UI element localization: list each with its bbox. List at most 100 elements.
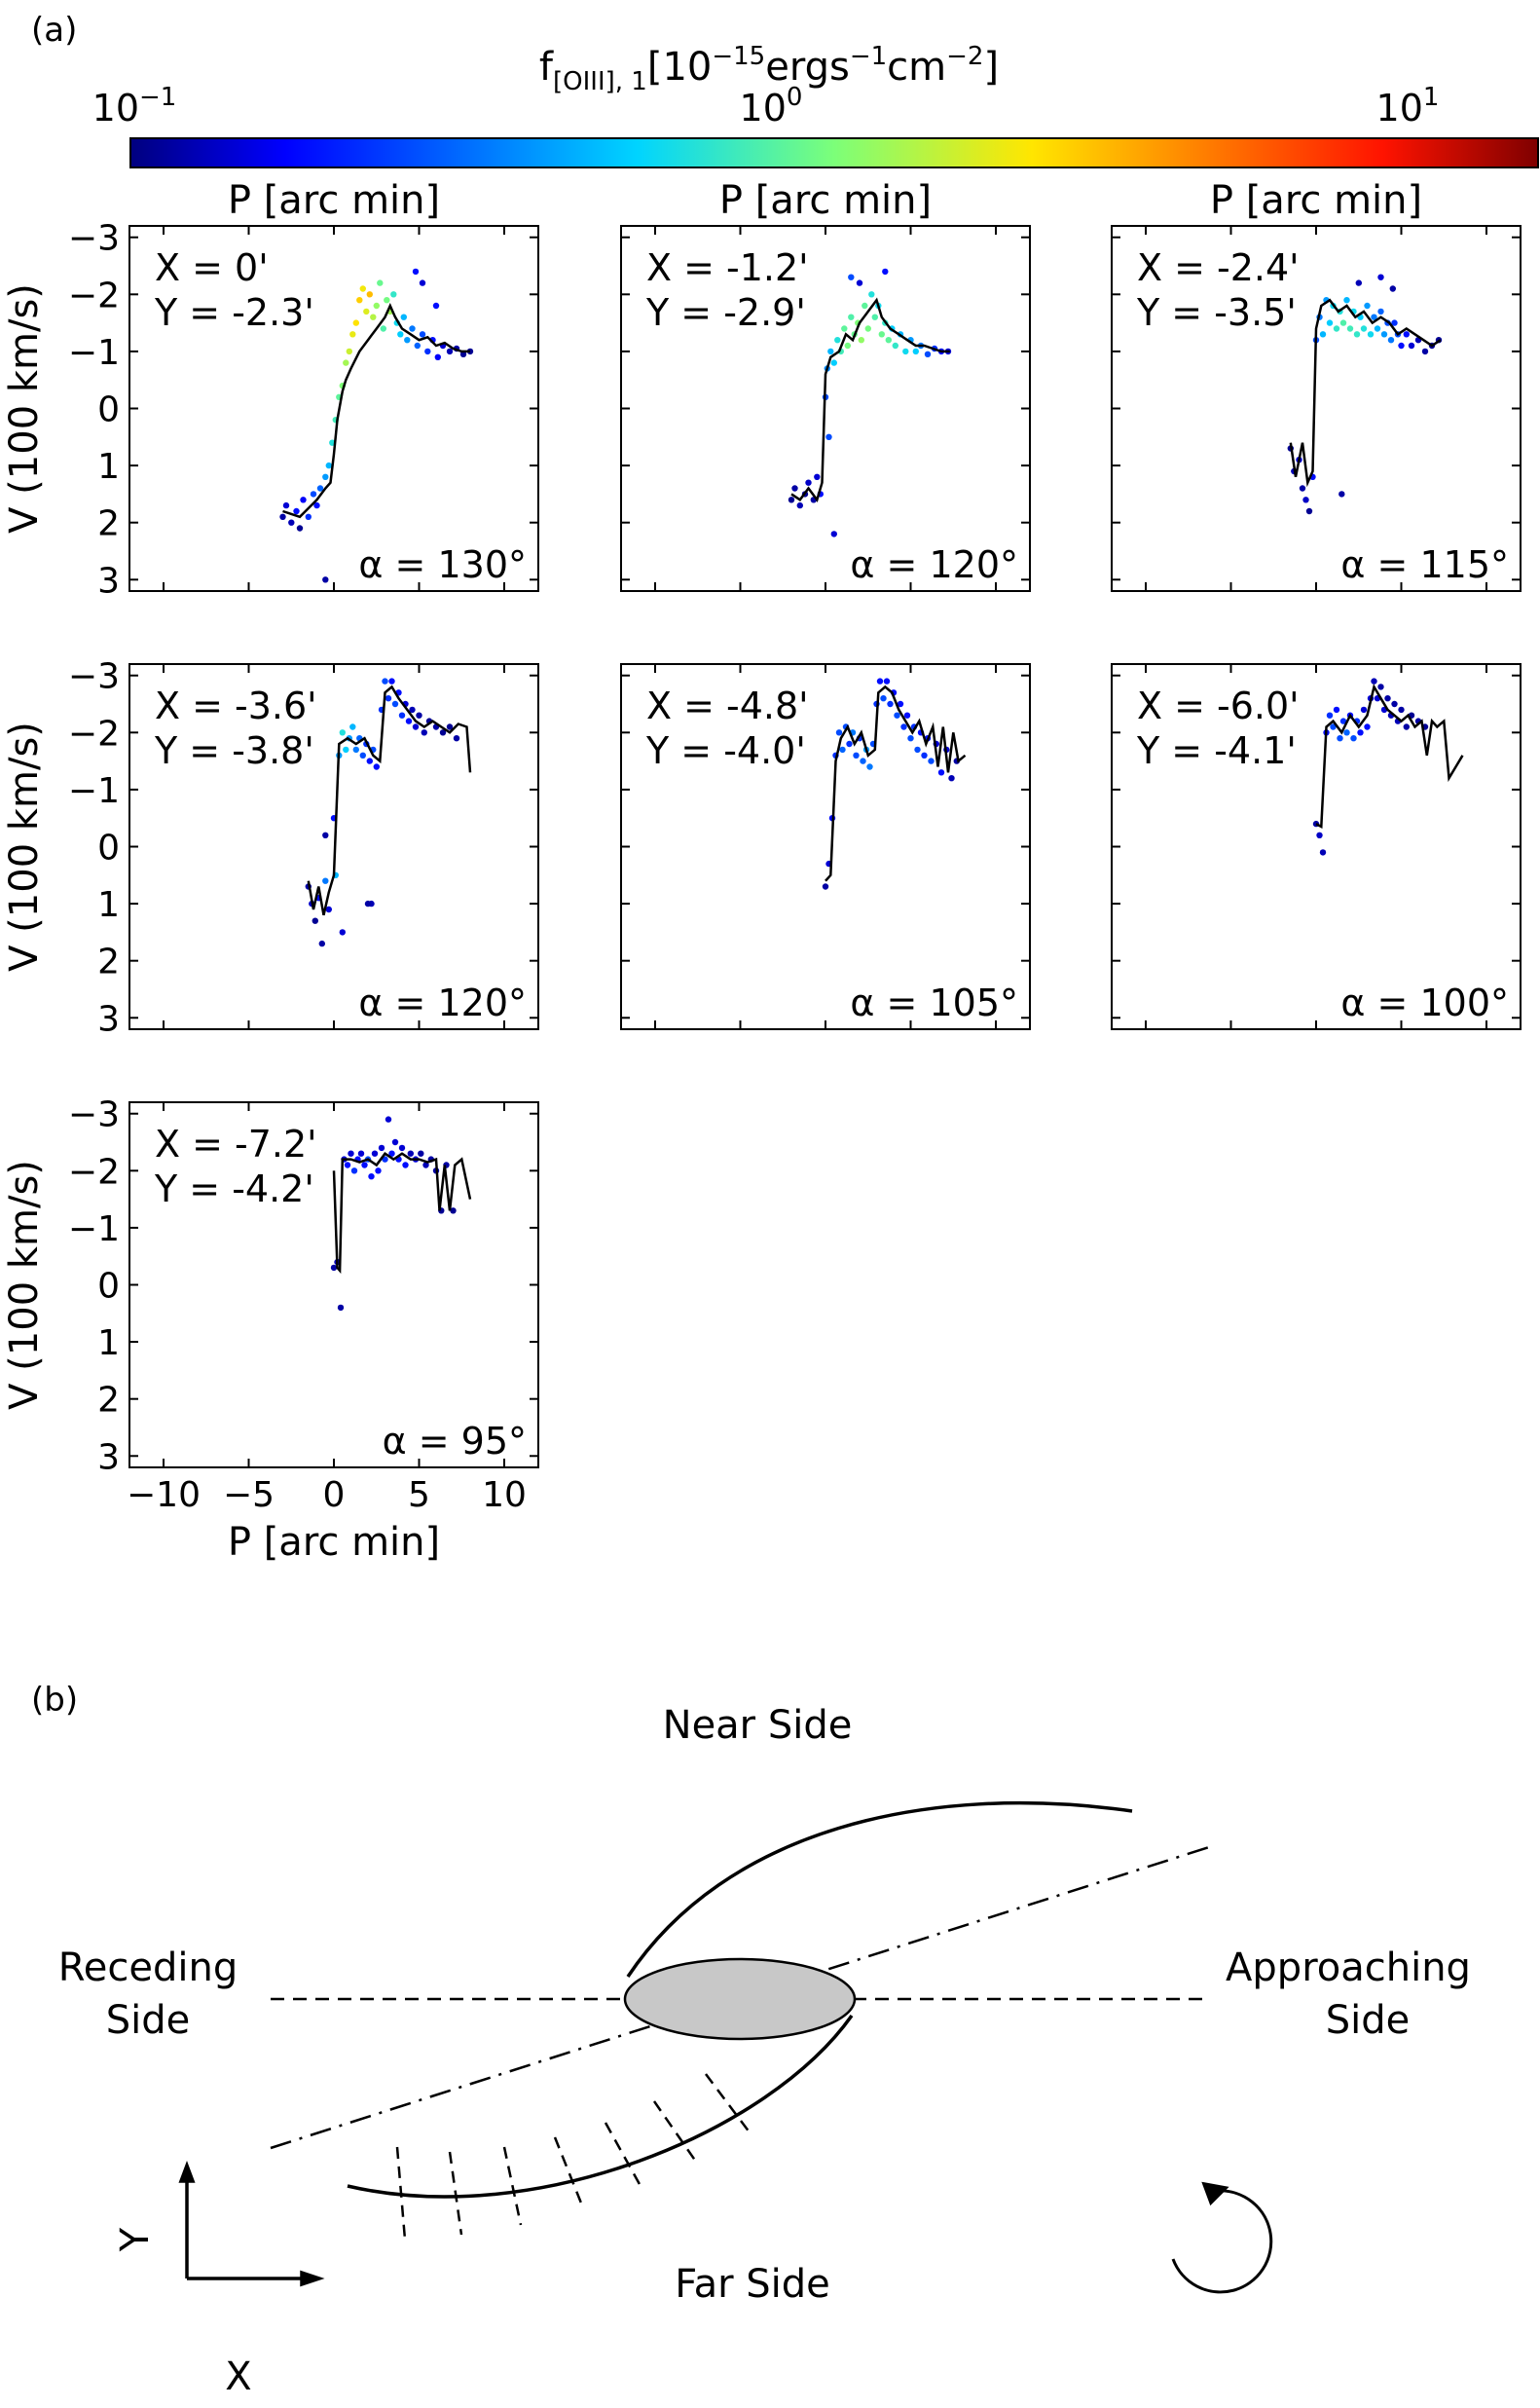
data-point	[409, 706, 416, 714]
median-velocity-line	[282, 302, 470, 519]
data-point	[1338, 491, 1345, 498]
data-point	[791, 485, 798, 492]
data-point	[830, 531, 837, 537]
data-point	[337, 1304, 345, 1312]
data-point	[405, 718, 413, 724]
data-point	[407, 1150, 414, 1157]
data-point	[1367, 331, 1375, 338]
colorbar-tick-label: 100	[740, 83, 803, 130]
data-point	[382, 1156, 388, 1163]
y-tick-label: 3	[97, 999, 120, 1039]
data-point	[1364, 723, 1371, 730]
data-point	[348, 1150, 354, 1157]
panel-a-label: (a)	[31, 11, 77, 50]
data-point	[343, 746, 349, 754]
y-tick-label: −2	[68, 714, 120, 754]
data-point	[366, 758, 373, 764]
data-point	[459, 351, 467, 357]
data-point	[313, 501, 320, 509]
panel-y-offset-label: Y = -3.8'	[154, 729, 314, 772]
data-point	[1377, 684, 1384, 690]
data-point	[359, 752, 366, 759]
data-point	[805, 479, 812, 486]
x-axis-label-top: P [arc min]	[228, 178, 440, 223]
data-point	[1408, 342, 1415, 350]
data-point	[352, 319, 359, 326]
y-tick-label: −1	[68, 771, 120, 811]
data-point	[1389, 285, 1397, 292]
data-point	[293, 507, 300, 515]
x-tick-label: −5	[223, 1475, 275, 1515]
median-velocity-line	[825, 685, 967, 882]
scatter-panel: X = -6.0'Y = -4.1' α = 100°	[1111, 663, 1522, 1030]
data-point	[434, 353, 441, 360]
data-point	[878, 331, 885, 338]
data-point	[391, 700, 399, 708]
data-point	[1384, 695, 1391, 702]
panel-alpha-label: α = 130°	[358, 543, 527, 586]
panel-alpha-label: α = 105°	[850, 982, 1018, 1024]
data-point	[424, 348, 431, 355]
panel-y-offset-label: Y = -4.2'	[154, 1167, 314, 1210]
data-point	[400, 314, 407, 320]
panel-x-offset-label: X = -1.2'	[646, 246, 809, 289]
panel-alpha-label: α = 120°	[850, 543, 1018, 586]
data-point	[380, 325, 386, 332]
data-point	[344, 1162, 351, 1168]
data-point	[880, 695, 887, 702]
data-point	[352, 746, 359, 754]
data-point	[412, 268, 420, 276]
data-point	[825, 433, 832, 440]
near-side-label: Near Side	[663, 1703, 853, 1748]
y-tick-label: −3	[68, 219, 120, 259]
data-point	[359, 285, 366, 292]
y-tick-label: 1	[97, 885, 120, 925]
data-point	[316, 485, 324, 492]
rotation-arrow-icon	[1171, 2189, 1273, 2294]
scatter-panel: X = -3.6'Y = -3.8' α = 120° 3 2 1 0 −1 −2 −3 V (1…	[2, 657, 539, 1039]
data-point	[378, 1144, 385, 1152]
data-point	[398, 712, 406, 719]
far-side-hatches	[395, 2073, 751, 2241]
data-point	[1333, 706, 1340, 714]
y-axis-label: V (100 km/s)	[2, 1160, 47, 1410]
colorbar-gradient	[129, 137, 1539, 168]
central-disk	[623, 1957, 857, 2041]
data-point	[418, 1150, 424, 1157]
data-point	[453, 735, 460, 742]
data-point	[887, 700, 894, 708]
data-point	[384, 297, 390, 304]
data-point	[1371, 678, 1377, 685]
panel-x-offset-label: X = 0'	[155, 246, 269, 289]
data-point	[432, 302, 440, 310]
approaching-side-label-2: Side	[1326, 1998, 1411, 2043]
data-point	[385, 1116, 392, 1123]
data-point	[1360, 325, 1368, 332]
data-point	[1403, 723, 1411, 730]
data-point	[835, 729, 843, 736]
panel-x-offset-label: X = -2.4'	[1137, 246, 1300, 289]
data-point	[1391, 319, 1398, 326]
x-tick-label: 5	[408, 1475, 430, 1515]
data-point	[282, 501, 290, 509]
data-point	[948, 775, 955, 782]
data-point	[1398, 706, 1405, 714]
data-point	[1326, 319, 1334, 326]
data-point	[1337, 735, 1343, 742]
data-point	[422, 1162, 429, 1168]
data-point	[366, 291, 373, 298]
panel-x-offset-label: X = -3.6'	[155, 685, 317, 727]
panel-alpha-label: α = 120°	[358, 982, 527, 1024]
x-axis-label-bottom: P [arc min]	[228, 1520, 440, 1565]
data-point	[846, 740, 853, 748]
rotation-arrowhead-icon	[1201, 2181, 1229, 2206]
colorbar-label: f[OIII], 1[10−15ergs−1cm−2]	[539, 42, 999, 96]
data-point	[363, 308, 370, 315]
data-point	[1364, 302, 1371, 310]
data-point	[322, 877, 329, 884]
data-point	[848, 274, 855, 280]
median-velocity-line	[307, 685, 472, 916]
far-side-arc	[347, 2014, 854, 2199]
data-point	[300, 497, 307, 503]
